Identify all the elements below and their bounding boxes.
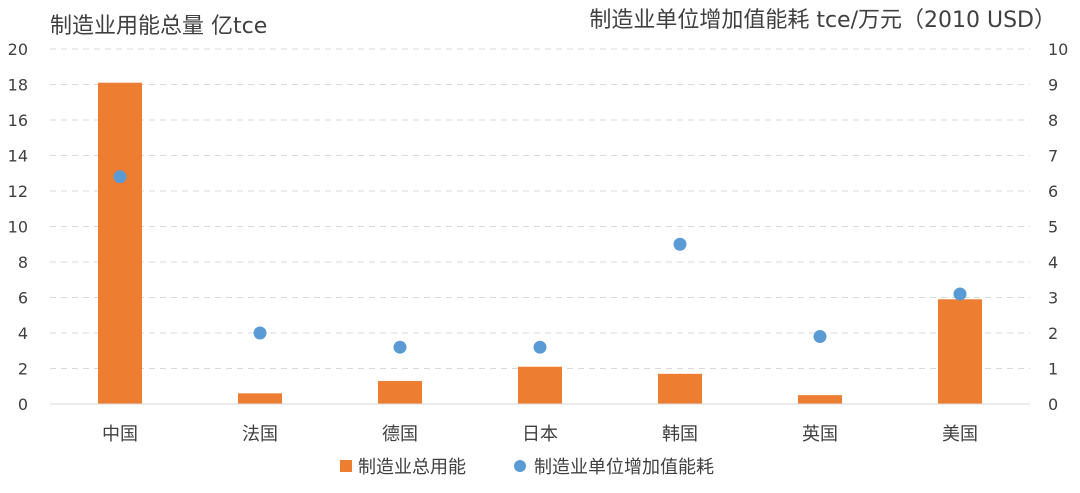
data-point: [673, 237, 687, 251]
x-category-label: 德国: [382, 424, 418, 445]
left-axis-ticks: 0 2 4 6 8 10 12 14 16 18 20: [8, 40, 28, 414]
legend-swatch-dot: [514, 460, 526, 472]
bar-series: [98, 82, 982, 404]
legend-label-dot: 制造业单位增加值能耗: [534, 457, 714, 478]
x-category-label: 日本: [522, 424, 558, 445]
left-y-tick-label: 4: [18, 324, 28, 343]
left-y-tick-label: 0: [18, 395, 28, 414]
gridlines: [50, 48, 1030, 369]
x-axis-categories: 中国 法国 德国 日本 韩国 英国 美国: [102, 424, 978, 445]
right-y-tick-label: 8: [1048, 111, 1058, 130]
bar: [518, 366, 562, 404]
bar: [938, 299, 982, 404]
data-point: [393, 340, 407, 354]
data-point: [253, 326, 267, 340]
right-y-tick-label: 6: [1048, 182, 1058, 201]
bar: [798, 395, 842, 404]
x-category-label: 中国: [102, 424, 138, 445]
left-y-tick-label: 10: [8, 218, 28, 237]
right-y-tick-label: 5: [1048, 218, 1058, 237]
right-y-tick-label: 3: [1048, 289, 1058, 308]
right-y-tick-label: 0: [1048, 395, 1058, 414]
data-point: [113, 170, 127, 184]
legend: 制造业总用能 制造业单位增加值能耗: [340, 457, 714, 478]
data-point: [813, 330, 827, 344]
x-category-label: 英国: [802, 424, 838, 445]
left-y-tick-label: 6: [18, 289, 28, 308]
x-category-label: 美国: [942, 424, 978, 445]
left-y-tick-label: 20: [8, 40, 28, 59]
right-y-tick-label: 7: [1048, 147, 1058, 166]
left-y-tick-label: 2: [18, 360, 28, 379]
x-category-label: 韩国: [662, 424, 698, 445]
legend-label-bar: 制造业总用能: [358, 457, 466, 478]
bar: [658, 373, 702, 404]
left-y-tick-label: 8: [18, 253, 28, 272]
data-point: [533, 340, 547, 354]
x-category-label: 法国: [242, 424, 278, 445]
right-y-tick-label: 1: [1048, 360, 1058, 379]
left-y-tick-label: 12: [8, 182, 28, 201]
left-y-tick-label: 18: [8, 76, 28, 95]
right-y-tick-label: 9: [1048, 76, 1058, 95]
right-y-tick-label: 10: [1048, 40, 1068, 59]
left-y-tick-label: 16: [8, 111, 28, 130]
legend-swatch-bar: [340, 460, 352, 472]
data-point: [953, 287, 967, 301]
dot-series: [113, 170, 967, 354]
bar: [378, 380, 422, 404]
bar: [238, 393, 282, 404]
bar: [98, 82, 142, 404]
left-axis-title: 制造业用能总量 亿tce: [50, 14, 267, 39]
right-y-tick-label: 4: [1048, 253, 1058, 272]
right-y-tick-label: 2: [1048, 324, 1058, 343]
right-axis-ticks: 0 1 2 3 4 5 6 7 8 9 10: [1048, 40, 1068, 414]
left-y-tick-label: 14: [8, 147, 28, 166]
right-axis-title: 制造业单位增加值能耗 tce/万元（2010 USD）: [589, 8, 1056, 33]
